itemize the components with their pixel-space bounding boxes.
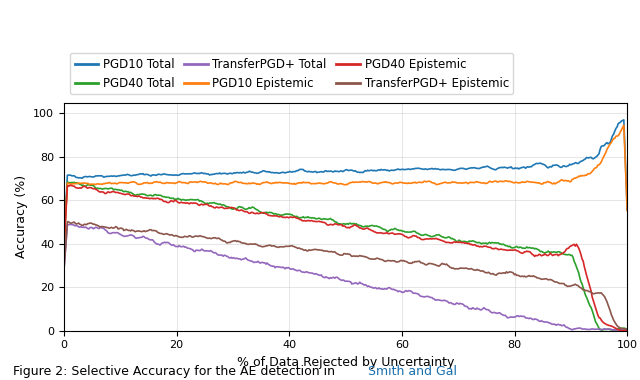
Text: Smith and Gal: Smith and Gal (368, 365, 457, 378)
X-axis label: % of Data Rejected by Uncertainty: % of Data Rejected by Uncertainty (237, 356, 454, 369)
Text: Figure 2: Selective Accuracy for the AE detection in: Figure 2: Selective Accuracy for the AE … (13, 365, 339, 378)
Legend: PGD10 Total, PGD40 Total, TransferPGD+ Total, PGD10 Epistemic, PGD40 Epistemic, : PGD10 Total, PGD40 Total, TransferPGD+ T… (70, 53, 513, 94)
Y-axis label: Accuracy (%): Accuracy (%) (15, 175, 28, 258)
